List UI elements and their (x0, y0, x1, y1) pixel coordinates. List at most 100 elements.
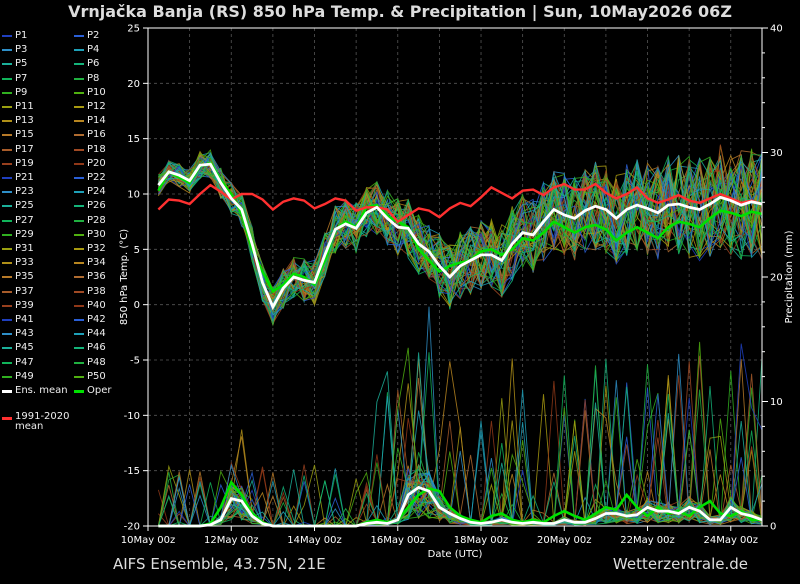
legend-swatch (74, 91, 84, 94)
legend-swatch (2, 347, 12, 350)
legend-label: P27 (15, 214, 34, 226)
member-precip-line (158, 343, 763, 527)
legend-label: P35 (15, 271, 34, 283)
legend-item: P12 (74, 101, 106, 113)
legend-label: P4 (87, 44, 100, 56)
x-tick-label: 16May 00z (370, 535, 425, 546)
legend-item: P43 (2, 328, 34, 340)
legend-swatch (74, 63, 84, 66)
legend-label: P18 (87, 143, 106, 155)
x-tick-label: 20May 00z (537, 535, 592, 546)
y-tick-label: -10 (124, 411, 140, 422)
legend-swatch (2, 276, 12, 279)
y-tick-label: 15 (127, 134, 140, 145)
legend-label: P26 (87, 200, 106, 212)
legend-swatch (2, 361, 12, 364)
legend-label: P23 (15, 186, 34, 198)
legend-item: P21 (2, 172, 34, 184)
legend-label: P17 (15, 143, 34, 155)
legend-swatch (74, 262, 84, 265)
legend-item: P18 (74, 144, 106, 156)
legend-swatch (2, 49, 12, 52)
legend-label: P25 (15, 200, 34, 212)
legend-label: P45 (15, 342, 34, 354)
x-tick-label: 22May 00z (620, 535, 675, 546)
legend-swatch (74, 49, 84, 52)
legend-label: P37 (15, 285, 34, 297)
legend-swatch (74, 77, 84, 80)
legend-label: P3 (15, 44, 28, 56)
oper-temp-line (157, 161, 763, 294)
legend-item: P7 (2, 73, 27, 85)
main-series (157, 161, 763, 528)
y2-tick-label: 40 (770, 24, 783, 35)
legend-swatch (2, 191, 12, 194)
member-precip-line (158, 347, 763, 527)
legend-item: P36 (74, 271, 106, 283)
legend-label: P40 (87, 299, 106, 311)
legend-swatch (2, 219, 12, 222)
legend-swatch (74, 120, 84, 123)
legend-item: P27 (2, 215, 34, 227)
legend-label: P14 (87, 115, 106, 127)
x-axis-label: Date (UTC) (428, 549, 483, 560)
legend-item: P23 (2, 186, 34, 198)
y-tick-label: 10 (127, 190, 140, 201)
legend-label: P46 (87, 342, 106, 354)
legend-label: Ens. mean (15, 385, 68, 396)
legend-label: P36 (87, 271, 106, 283)
legend-item: P29 (2, 229, 34, 241)
legend-label: P6 (87, 58, 100, 70)
legend-label: P22 (87, 172, 106, 183)
legend-swatch (2, 233, 12, 236)
legend-swatch (74, 319, 84, 321)
legend-item: P38 (74, 286, 106, 298)
legend-item: P10 (74, 87, 106, 99)
y2-tick-label: 20 (770, 273, 783, 284)
legend-label: P38 (87, 285, 106, 297)
leg-oper-legend: Oper (74, 385, 111, 396)
legend-swatch (2, 63, 12, 66)
legend-item: P45 (2, 342, 34, 354)
y-tick-label: -15 (124, 466, 140, 477)
x-tick-label: 12May 00z (204, 535, 259, 546)
legend-label: P44 (87, 328, 106, 340)
legend-label: P49 (15, 370, 34, 382)
legend-swatch (74, 390, 84, 393)
legend-swatch (2, 134, 12, 137)
x-tick-label: 10May 00z (121, 535, 176, 546)
legend-label: P32 (87, 243, 106, 254)
clim-mean-temp-line (157, 182, 763, 224)
legend-swatch (74, 35, 84, 37)
y-tick-label: -20 (124, 522, 140, 533)
legend-swatch (74, 333, 84, 336)
x-tick-label: 18May 00z (454, 535, 509, 546)
y-tick-label: 5 (134, 245, 140, 256)
legend-swatch (74, 347, 84, 350)
legend-item: P47 (2, 357, 34, 369)
legend-item: P37 (2, 286, 34, 298)
legend-label: P30 (87, 228, 106, 240)
legend-swatch (74, 290, 84, 293)
source-credit: Wetterzentrale.de (612, 555, 748, 573)
legend-label: P12 (87, 101, 106, 112)
legend-item: P31 (2, 243, 34, 255)
legend-item: P19 (2, 158, 34, 170)
legend-swatch (74, 162, 84, 165)
legend-swatch (2, 35, 12, 37)
legend-swatch (2, 290, 12, 293)
legend-item: P17 (2, 144, 34, 156)
legend-label: P41 (15, 314, 34, 325)
member-precip-line (158, 352, 763, 527)
legend-item: P3 (2, 44, 27, 56)
legend-swatch (2, 319, 12, 321)
legend-item: P11 (2, 101, 34, 113)
legend-label: Oper (87, 385, 112, 396)
legend-label: P47 (15, 356, 34, 368)
legend-label: P16 (87, 129, 106, 141)
model-info: AIFS Ensemble, 43.75N, 21E (113, 555, 326, 573)
legend-label: P29 (15, 228, 34, 240)
legend-label: P1 (15, 30, 28, 41)
legend-label: P15 (15, 129, 34, 141)
